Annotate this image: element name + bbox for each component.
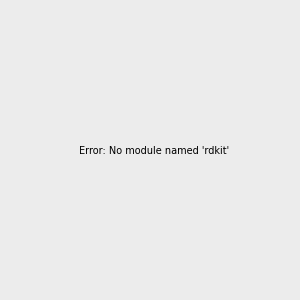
Text: Error: No module named 'rdkit': Error: No module named 'rdkit' [79,146,229,157]
